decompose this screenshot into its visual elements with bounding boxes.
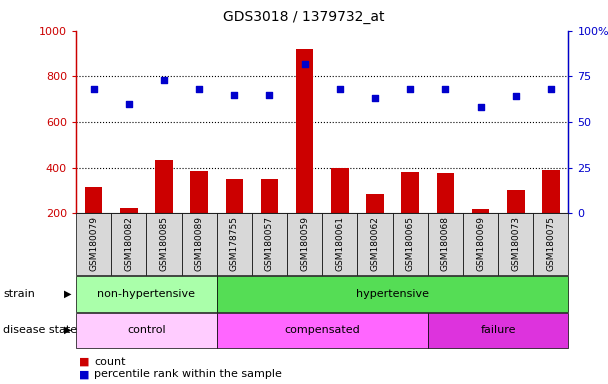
Text: ■: ■ xyxy=(79,369,89,379)
Text: GSM180061: GSM180061 xyxy=(336,216,344,271)
Bar xyxy=(261,179,278,259)
Text: ■: ■ xyxy=(79,357,89,367)
Point xyxy=(370,95,380,101)
Text: ▶: ▶ xyxy=(64,289,72,299)
Text: compensated: compensated xyxy=(285,325,360,335)
Bar xyxy=(366,194,384,259)
Bar xyxy=(155,159,173,259)
Text: GSM180065: GSM180065 xyxy=(406,216,415,271)
Text: GSM180073: GSM180073 xyxy=(511,216,520,271)
Bar xyxy=(542,170,560,259)
Text: ▶: ▶ xyxy=(64,325,72,335)
Text: GSM180085: GSM180085 xyxy=(159,216,168,271)
Bar xyxy=(190,171,208,259)
Text: percentile rank within the sample: percentile rank within the sample xyxy=(94,369,282,379)
Bar xyxy=(437,173,454,259)
Text: GSM180057: GSM180057 xyxy=(265,216,274,271)
Text: GSM180079: GSM180079 xyxy=(89,216,98,271)
Text: GSM180068: GSM180068 xyxy=(441,216,450,271)
Bar xyxy=(401,172,419,259)
Bar xyxy=(331,167,348,259)
Point xyxy=(406,86,415,92)
Text: disease state: disease state xyxy=(3,325,77,335)
Point xyxy=(124,101,134,107)
Bar xyxy=(120,208,137,259)
Text: control: control xyxy=(127,325,165,335)
Text: non-hypertensive: non-hypertensive xyxy=(97,289,195,299)
Point xyxy=(475,104,485,111)
Point xyxy=(335,86,345,92)
Text: GSM180089: GSM180089 xyxy=(195,216,204,271)
Bar xyxy=(472,209,489,259)
Text: GSM180082: GSM180082 xyxy=(124,217,133,271)
Point xyxy=(440,86,450,92)
Text: GSM178755: GSM178755 xyxy=(230,216,239,271)
Text: count: count xyxy=(94,357,126,367)
Bar xyxy=(296,49,314,259)
Point xyxy=(264,91,274,98)
Point xyxy=(89,86,98,92)
Point xyxy=(511,93,520,99)
Bar xyxy=(85,187,102,259)
Text: GSM180062: GSM180062 xyxy=(370,217,379,271)
Text: GDS3018 / 1379732_at: GDS3018 / 1379732_at xyxy=(223,10,385,23)
Text: GSM180069: GSM180069 xyxy=(476,216,485,271)
Text: failure: failure xyxy=(480,325,516,335)
Point xyxy=(159,77,169,83)
Text: GSM180059: GSM180059 xyxy=(300,216,309,271)
Text: GSM180075: GSM180075 xyxy=(547,216,555,271)
Point xyxy=(300,61,309,67)
Text: hypertensive: hypertensive xyxy=(356,289,429,299)
Point xyxy=(229,91,239,98)
Bar xyxy=(507,190,525,259)
Bar xyxy=(226,179,243,259)
Point xyxy=(546,86,556,92)
Point xyxy=(195,86,204,92)
Text: strain: strain xyxy=(3,289,35,299)
